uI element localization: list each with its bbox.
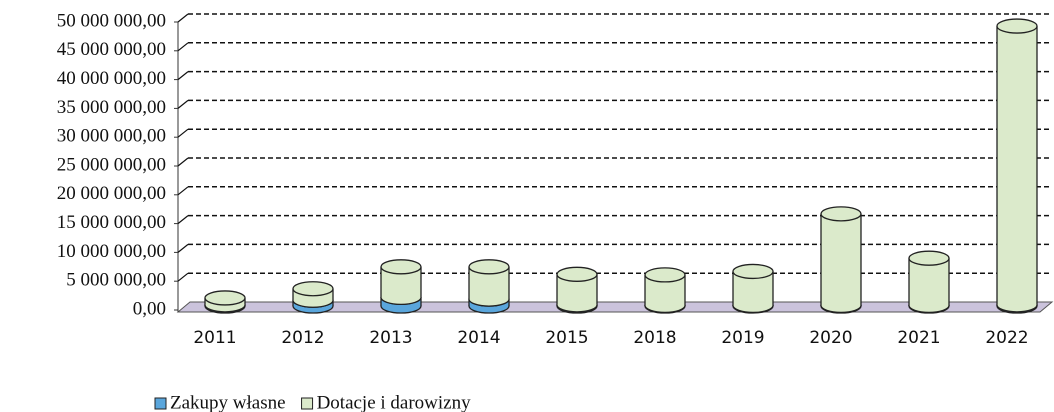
grid-line <box>177 272 189 282</box>
y-tick-label: 20 000 000,00 <box>57 183 166 204</box>
bar <box>909 258 949 306</box>
cylinder-top <box>908 250 950 266</box>
y-tick-label: 40 000 000,00 <box>57 68 166 89</box>
cylinder-top <box>380 259 422 275</box>
legend-swatch <box>301 397 314 410</box>
grid-line <box>177 13 189 23</box>
grid-line <box>177 99 189 109</box>
x-tick-label: 2022 <box>985 328 1028 348</box>
x-tick-label: 2019 <box>721 328 764 348</box>
x-tick-label: 2015 <box>545 328 588 348</box>
cylinder-top <box>556 266 598 282</box>
x-tick-label: 2018 <box>633 328 676 348</box>
grid-line <box>177 42 189 52</box>
y-tick-label: 30 000 000,00 <box>57 126 166 147</box>
x-tick-label: 2020 <box>809 328 852 348</box>
cylinder-top <box>820 206 862 222</box>
grid-line <box>177 157 189 167</box>
x-tick-label: 2021 <box>897 328 940 348</box>
y-tick-label: 50 000 000,00 <box>57 10 166 31</box>
grid-line <box>177 215 189 225</box>
y-tick-label: 10 000 000,00 <box>57 241 166 262</box>
cylinder-top <box>292 281 334 297</box>
cylinder-top <box>996 18 1038 34</box>
y-tick-label: 15 000 000,00 <box>57 212 166 233</box>
legend-label: Zakupy własne <box>170 392 286 412</box>
grid-line <box>177 128 189 138</box>
x-tick-label: 2014 <box>457 328 500 348</box>
y-tick-label: 25 000 000,00 <box>57 154 166 175</box>
grid-line <box>177 243 189 253</box>
x-tick-label: 2011 <box>193 328 236 348</box>
y-tick-label: 5 000 000,00 <box>66 270 166 291</box>
cylinder-top <box>732 263 774 280</box>
grid-line <box>177 186 189 196</box>
grid-line <box>177 71 189 81</box>
bar <box>821 213 861 306</box>
cylinder-top <box>468 259 510 275</box>
y-tick-label: 0,00 <box>133 298 166 319</box>
y-tick-label: 35 000 000,00 <box>57 97 166 118</box>
x-tick-label: 2013 <box>369 328 412 348</box>
x-tick-label: 2012 <box>281 328 324 348</box>
cylinder-top <box>644 267 686 283</box>
legend-swatch <box>154 397 167 410</box>
legend-label: Dotacje i darowizny <box>317 392 472 412</box>
y-tick-label: 45 000 000,00 <box>57 39 166 60</box>
cylinder-top <box>204 290 246 306</box>
bar <box>997 26 1037 305</box>
